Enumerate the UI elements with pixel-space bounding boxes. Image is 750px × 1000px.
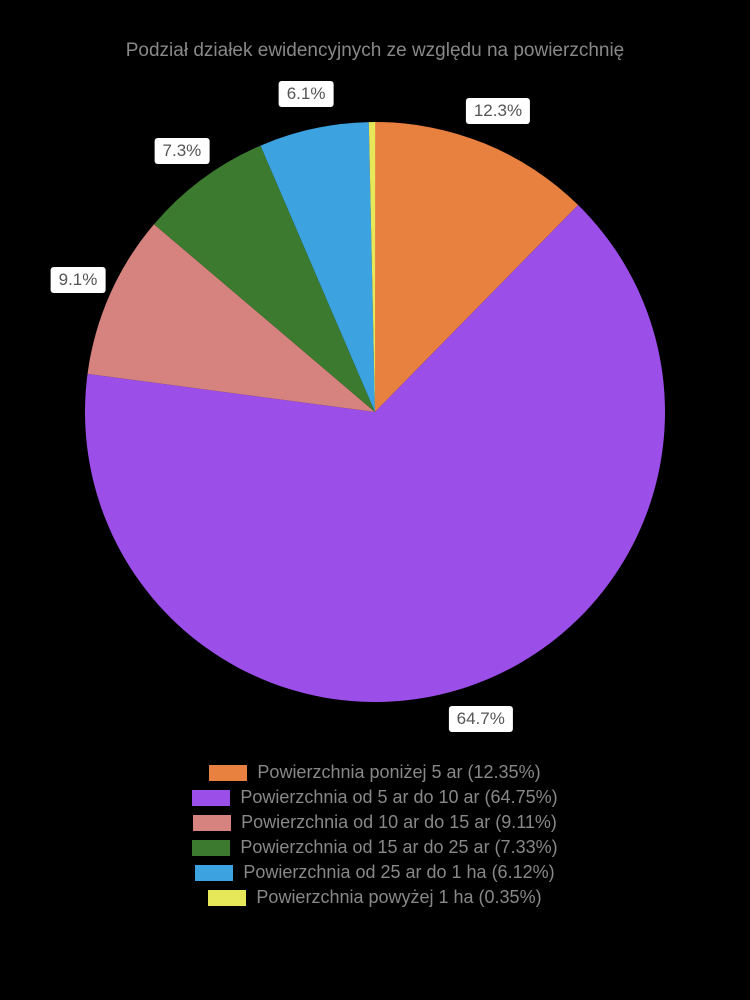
legend-swatch <box>192 840 230 856</box>
slice-label: 7.3% <box>155 138 210 164</box>
pie-chart: 12.3%64.7%9.1%7.3%6.1% <box>65 102 685 722</box>
legend-item: Powierzchnia od 25 ar do 1 ha (6.12%) <box>195 862 554 883</box>
legend-text: Powierzchnia od 5 ar do 10 ar (64.75%) <box>240 787 557 808</box>
legend-item: Powierzchnia powyżej 1 ha (0.35%) <box>208 887 541 908</box>
legend-text: Powierzchnia poniżej 5 ar (12.35%) <box>257 762 540 783</box>
chart-container: Podział działek ewidencyjnych ze względu… <box>0 0 750 1000</box>
legend-item: Powierzchnia od 15 ar do 25 ar (7.33%) <box>192 837 557 858</box>
slice-label: 12.3% <box>466 98 530 124</box>
legend-text: Powierzchnia od 25 ar do 1 ha (6.12%) <box>243 862 554 883</box>
legend-swatch <box>193 815 231 831</box>
slice-label: 6.1% <box>279 81 334 107</box>
legend-swatch <box>208 890 246 906</box>
slice-label: 64.7% <box>449 706 513 732</box>
legend-text: Powierzchnia powyżej 1 ha (0.35%) <box>256 887 541 908</box>
slice-label: 9.1% <box>51 267 106 293</box>
legend-swatch <box>192 790 230 806</box>
chart-title: Podział działek ewidencyjnych ze względu… <box>126 40 625 62</box>
legend-swatch <box>209 765 247 781</box>
legend-text: Powierzchnia od 15 ar do 25 ar (7.33%) <box>240 837 557 858</box>
legend-swatch <box>195 865 233 881</box>
legend-item: Powierzchnia od 5 ar do 10 ar (64.75%) <box>192 787 557 808</box>
legend: Powierzchnia poniżej 5 ar (12.35%) Powier… <box>192 762 557 908</box>
pie-svg <box>65 102 685 722</box>
legend-item: Powierzchnia od 10 ar do 15 ar (9.11%) <box>193 812 557 833</box>
legend-item: Powierzchnia poniżej 5 ar (12.35%) <box>209 762 540 783</box>
legend-text: Powierzchnia od 10 ar do 15 ar (9.11%) <box>241 812 557 833</box>
